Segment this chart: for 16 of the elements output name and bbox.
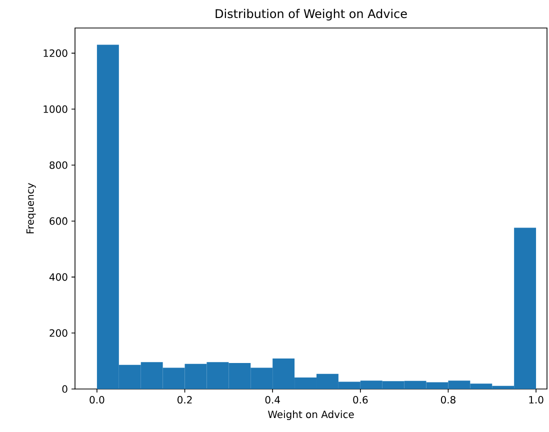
x-tick-label: 0.0 — [90, 396, 104, 404]
y-axis-title: Frequency — [26, 183, 36, 234]
chart-title: Distribution of Weight on Advice — [216, 8, 407, 20]
y-tick-label: 200 — [50, 329, 68, 337]
x-tick-label: 0.2 — [178, 396, 192, 404]
y-tick-label: 800 — [50, 161, 68, 169]
x-tick-label: 1.0 — [529, 396, 544, 404]
y-tick-label: 1200 — [44, 49, 68, 57]
y-tick-label: 600 — [50, 217, 68, 225]
x-tick-label: 0.8 — [440, 396, 456, 404]
x-tick-label: 0.6 — [353, 396, 368, 404]
x-tick-label: 0.4 — [265, 396, 280, 404]
y-tick-label: 400 — [49, 273, 68, 281]
y-tick-label: 0 — [62, 385, 68, 393]
y-tick-label: 1000 — [44, 105, 68, 113]
x-axis-title: Weight on Advice — [268, 410, 354, 420]
